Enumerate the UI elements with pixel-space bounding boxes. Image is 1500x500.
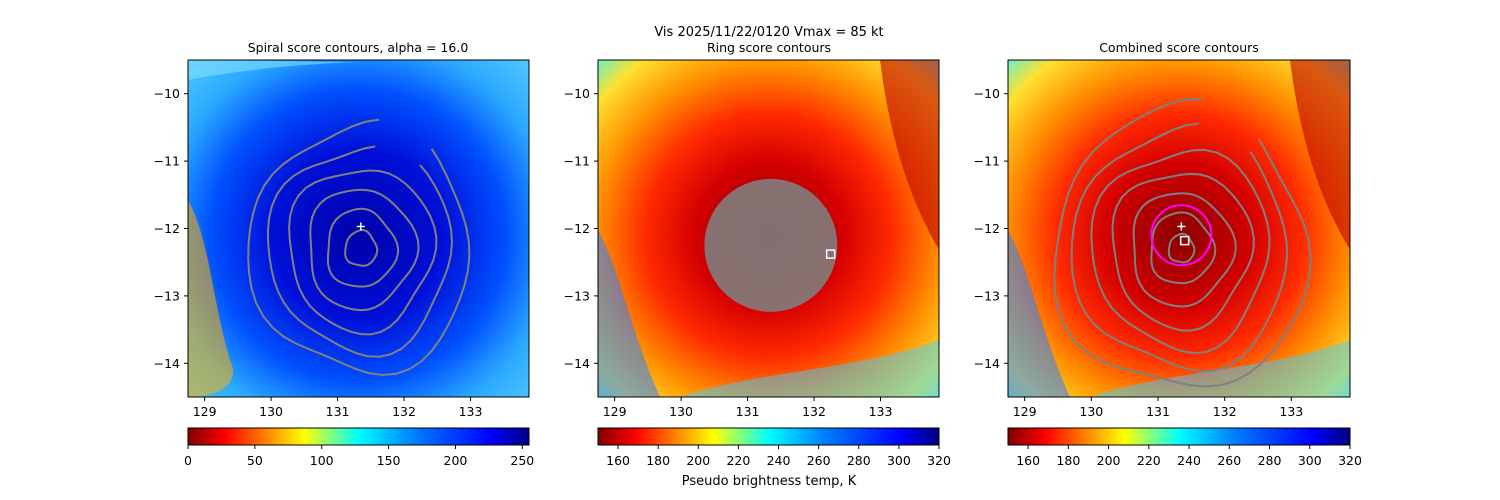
ytick-label-ring: −13 bbox=[564, 288, 590, 303]
figure-suptitle: Vis 2025/11/22/0120 Vmax = 85 kt bbox=[654, 25, 883, 40]
band-cool-combined-bottom bbox=[1090, 340, 1350, 397]
ytick-label-spiral: −10 bbox=[154, 86, 180, 101]
ytick-label-combined: −12 bbox=[974, 221, 1000, 236]
contour-line-spiral bbox=[309, 188, 420, 312]
cbar-tick-label-ring: 260 bbox=[807, 453, 831, 468]
panel-spiral: Spiral score contours, alpha = 16.0 129 1… bbox=[154, 40, 535, 468]
band-cool-ring-left bbox=[598, 230, 660, 397]
xtick-label-spiral: 133 bbox=[459, 404, 483, 419]
ring-score-region bbox=[704, 178, 838, 312]
band-cool-combined-left bbox=[1008, 230, 1070, 397]
ytick-label-combined: −14 bbox=[974, 356, 1000, 371]
cbar-tick-label-combined: 220 bbox=[1137, 453, 1161, 468]
xtick-label-combined: 130 bbox=[1079, 404, 1103, 419]
band-hot-ring-right bbox=[880, 60, 939, 250]
cbar-tick-label-combined: 300 bbox=[1298, 453, 1322, 468]
contour-line-combined bbox=[1111, 172, 1255, 332]
xtick-label-ring: 131 bbox=[736, 404, 760, 419]
contour-line-spiral bbox=[326, 207, 400, 288]
contour-line-spiral bbox=[247, 118, 471, 377]
xtick-label-combined: 133 bbox=[1279, 404, 1303, 419]
panel-combined: Combined score contours 129 130 131 132 133 −… bbox=[974, 40, 1362, 468]
xtick-label-combined: 129 bbox=[1013, 404, 1037, 419]
colorbar-combined: 160 180 200 220 240 260 280 300 320 bbox=[1007, 427, 1362, 468]
panel-ring: Ring score contours 129 130 131 132 133 −10 −1… bbox=[564, 40, 951, 489]
xtick-label-spiral: 129 bbox=[193, 404, 217, 419]
cbar-tick-label-ring: 220 bbox=[726, 453, 750, 468]
heatmap-image-combined bbox=[1008, 60, 1350, 397]
xtick-label-ring: 132 bbox=[802, 404, 826, 419]
xtick-label-combined: 131 bbox=[1146, 404, 1170, 419]
spiral-band-warm bbox=[188, 200, 234, 397]
eye-ring bbox=[1150, 204, 1213, 267]
spiral-band-cool bbox=[188, 60, 360, 80]
colorbar-spiral: 0 50 100 150 200 250 bbox=[184, 427, 534, 468]
ytick-label-ring: −12 bbox=[564, 221, 590, 236]
cbar-tick-label-ring: 320 bbox=[927, 453, 951, 468]
xtick-label-spiral: 130 bbox=[259, 404, 283, 419]
contour-line-combined bbox=[1132, 192, 1237, 308]
ytick-label-spiral: −12 bbox=[154, 221, 180, 236]
ytick-label-combined: −13 bbox=[974, 288, 1000, 303]
xtick-label-ring: 129 bbox=[603, 404, 627, 419]
best-point-marker bbox=[825, 249, 836, 259]
heatmap-image-spiral bbox=[188, 60, 529, 397]
cbar-tick-label-ring: 160 bbox=[606, 453, 630, 468]
xtick-label-ring: 133 bbox=[869, 404, 893, 419]
cbar-tick-label-spiral: 200 bbox=[444, 453, 468, 468]
contour-line-combined bbox=[1053, 98, 1312, 388]
contour-line-spiral bbox=[344, 228, 379, 267]
ytick-label-ring: −11 bbox=[564, 154, 590, 169]
panel-title-ring: Ring score contours bbox=[707, 40, 831, 55]
ytick-label-combined: −10 bbox=[974, 86, 1000, 101]
ytick-label-spiral: −13 bbox=[154, 288, 180, 303]
cbar-tick-label-ring: 240 bbox=[767, 453, 791, 468]
colorbar-gradient-spiral bbox=[187, 427, 530, 446]
colorbar-label: Pseudo brightness temp, K bbox=[682, 474, 857, 489]
contour-line-spiral bbox=[266, 145, 454, 358]
cbar-tick-label-combined: 160 bbox=[1016, 453, 1040, 468]
band-hot-combined-right bbox=[1290, 60, 1350, 250]
xtick-label-spiral: 131 bbox=[326, 404, 350, 419]
xtick-label-ring: 130 bbox=[669, 404, 693, 419]
ytick-label-ring: −14 bbox=[564, 356, 590, 371]
cbar-tick-label-combined: 240 bbox=[1177, 453, 1201, 468]
cbar-tick-label-spiral: 0 bbox=[184, 453, 192, 468]
cbar-tick-label-combined: 280 bbox=[1258, 453, 1282, 468]
colorbar-ring: 160 180 200 220 240 260 280 300 320 bbox=[597, 427, 951, 468]
cbar-tick-label-spiral: 150 bbox=[377, 453, 401, 468]
band-cool-ring-bottom bbox=[680, 340, 939, 397]
cbar-tick-label-ring: 280 bbox=[847, 453, 871, 468]
colorbar-gradient-combined bbox=[1007, 427, 1351, 446]
cbar-tick-label-combined: 180 bbox=[1056, 453, 1080, 468]
ytick-label-spiral: −14 bbox=[154, 356, 180, 371]
xtick-label-combined: 132 bbox=[1213, 404, 1237, 419]
ytick-label-combined: −11 bbox=[974, 154, 1000, 169]
cbar-tick-label-spiral: 250 bbox=[510, 453, 534, 468]
best-point-marker bbox=[1179, 235, 1190, 246]
cbar-tick-label-ring: 200 bbox=[686, 453, 710, 468]
cbar-tick-label-combined: 200 bbox=[1097, 453, 1121, 468]
contour-line-combined bbox=[1090, 148, 1271, 355]
panel-title-combined: Combined score contours bbox=[1099, 40, 1259, 55]
cbar-tick-label-spiral: 100 bbox=[310, 453, 334, 468]
panel-title-spiral: Spiral score contours, alpha = 16.0 bbox=[248, 40, 469, 55]
contour-line-combined bbox=[1070, 122, 1289, 373]
cbar-tick-label-ring: 300 bbox=[887, 453, 911, 468]
cbar-tick-label-ring: 180 bbox=[646, 453, 670, 468]
colorbar-gradient-ring bbox=[597, 427, 940, 446]
contour-line-combined bbox=[1150, 211, 1217, 285]
cbar-tick-label-spiral: 50 bbox=[247, 453, 263, 468]
xtick-label-spiral: 132 bbox=[392, 404, 416, 419]
cbar-tick-label-combined: 320 bbox=[1338, 453, 1362, 468]
contour-line-spiral bbox=[288, 169, 438, 336]
ytick-label-ring: −10 bbox=[564, 86, 590, 101]
cbar-tick-label-combined: 260 bbox=[1217, 453, 1241, 468]
ytick-label-spiral: −11 bbox=[154, 154, 180, 169]
